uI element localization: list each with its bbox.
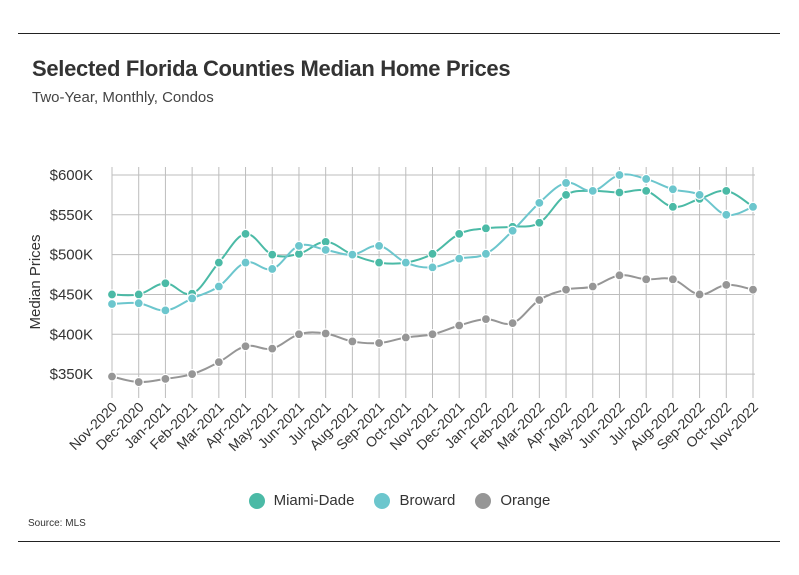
legend-dot-icon bbox=[475, 492, 492, 509]
data-point-orange bbox=[614, 270, 625, 281]
data-point-miami-dade bbox=[267, 249, 278, 260]
data-point-orange bbox=[320, 328, 331, 339]
data-point-broward bbox=[267, 263, 278, 275]
data-point-miami-dade bbox=[480, 223, 492, 234]
data-point-broward bbox=[694, 189, 705, 200]
legend-item-miami-dade: Miami-Dade bbox=[248, 492, 355, 509]
data-point-orange bbox=[694, 289, 705, 300]
data-point-orange bbox=[507, 318, 518, 329]
chart-subtitle: Two-Year, Monthly, Condos bbox=[32, 89, 214, 106]
data-point-miami-dade bbox=[454, 228, 465, 240]
y-tick-label: $600K bbox=[50, 167, 93, 184]
data-point-orange bbox=[747, 284, 759, 295]
data-point-orange bbox=[480, 314, 492, 325]
data-point-orange bbox=[454, 320, 465, 331]
y-tick-label: $400K bbox=[50, 326, 93, 343]
legend-label: Miami-Dade bbox=[273, 492, 355, 509]
data-point-miami-dade bbox=[614, 187, 625, 198]
chart-legend: Miami-Dade Broward Orange bbox=[0, 492, 799, 509]
legend-label: Broward bbox=[399, 492, 456, 509]
y-tick-label: $500K bbox=[50, 247, 93, 264]
data-point-orange bbox=[560, 284, 572, 295]
data-point-orange bbox=[641, 274, 652, 285]
data-point-orange bbox=[721, 279, 732, 290]
y-tick-label: $350K bbox=[50, 366, 93, 383]
data-point-miami-dade bbox=[427, 248, 438, 259]
data-point-broward bbox=[347, 249, 358, 260]
data-point-orange bbox=[213, 357, 224, 368]
data-point-broward bbox=[560, 177, 572, 189]
data-point-broward bbox=[747, 201, 759, 212]
y-axis-label: Median Prices bbox=[27, 234, 44, 329]
legend-item-broward: Broward bbox=[374, 492, 455, 509]
data-point-broward bbox=[187, 293, 198, 304]
data-point-orange bbox=[267, 343, 278, 354]
data-point-miami-dade bbox=[560, 189, 572, 200]
data-point-miami-dade bbox=[667, 201, 678, 212]
data-point-miami-dade bbox=[641, 185, 652, 196]
data-point-broward bbox=[641, 173, 652, 185]
data-point-miami-dade bbox=[133, 289, 144, 300]
data-point-broward bbox=[240, 257, 251, 268]
data-point-orange bbox=[293, 329, 305, 340]
data-point-broward bbox=[534, 197, 545, 208]
y-tick-label: $450K bbox=[50, 286, 93, 303]
data-point-broward bbox=[480, 248, 492, 259]
data-point-broward bbox=[427, 262, 438, 273]
y-tick-label: $550K bbox=[50, 207, 93, 224]
legend-dot-icon bbox=[248, 492, 265, 509]
data-point-broward bbox=[293, 240, 305, 251]
data-point-broward bbox=[721, 209, 732, 220]
data-point-broward bbox=[133, 298, 144, 309]
data-point-broward bbox=[614, 169, 625, 181]
data-point-orange bbox=[133, 376, 144, 388]
data-point-broward bbox=[587, 185, 598, 196]
data-point-miami-dade bbox=[106, 289, 118, 300]
data-point-miami-dade bbox=[721, 185, 732, 196]
data-point-miami-dade bbox=[534, 217, 545, 228]
data-point-orange bbox=[587, 281, 598, 292]
source-note: Source: MLS bbox=[28, 518, 86, 529]
data-point-orange bbox=[240, 341, 251, 352]
legend-item-orange: Orange bbox=[475, 492, 550, 509]
data-point-miami-dade bbox=[160, 278, 171, 289]
data-point-broward bbox=[667, 184, 678, 195]
data-point-broward bbox=[213, 281, 224, 292]
data-point-broward bbox=[400, 257, 411, 268]
bottom-rule bbox=[18, 541, 780, 542]
data-point-broward bbox=[373, 240, 385, 251]
data-point-orange bbox=[160, 373, 171, 384]
legend-dot-icon bbox=[374, 492, 391, 509]
data-point-orange bbox=[667, 274, 678, 285]
data-point-miami-dade bbox=[213, 257, 224, 268]
data-point-orange bbox=[427, 329, 438, 340]
data-point-broward bbox=[106, 298, 118, 310]
data-point-miami-dade bbox=[373, 257, 385, 268]
chart-title: Selected Florida Counties Median Home Pr… bbox=[32, 56, 511, 81]
data-point-orange bbox=[534, 294, 545, 306]
data-point-miami-dade bbox=[240, 228, 251, 240]
data-point-broward bbox=[320, 244, 331, 255]
top-rule bbox=[18, 33, 780, 34]
legend-label: Orange bbox=[500, 492, 551, 509]
data-point-orange bbox=[187, 369, 198, 380]
data-point-orange bbox=[106, 371, 118, 382]
data-point-orange bbox=[373, 337, 385, 349]
data-point-orange bbox=[400, 332, 411, 343]
data-point-broward bbox=[160, 305, 171, 316]
data-point-broward bbox=[454, 253, 465, 264]
data-point-broward bbox=[507, 225, 518, 236]
data-point-orange bbox=[347, 336, 358, 347]
